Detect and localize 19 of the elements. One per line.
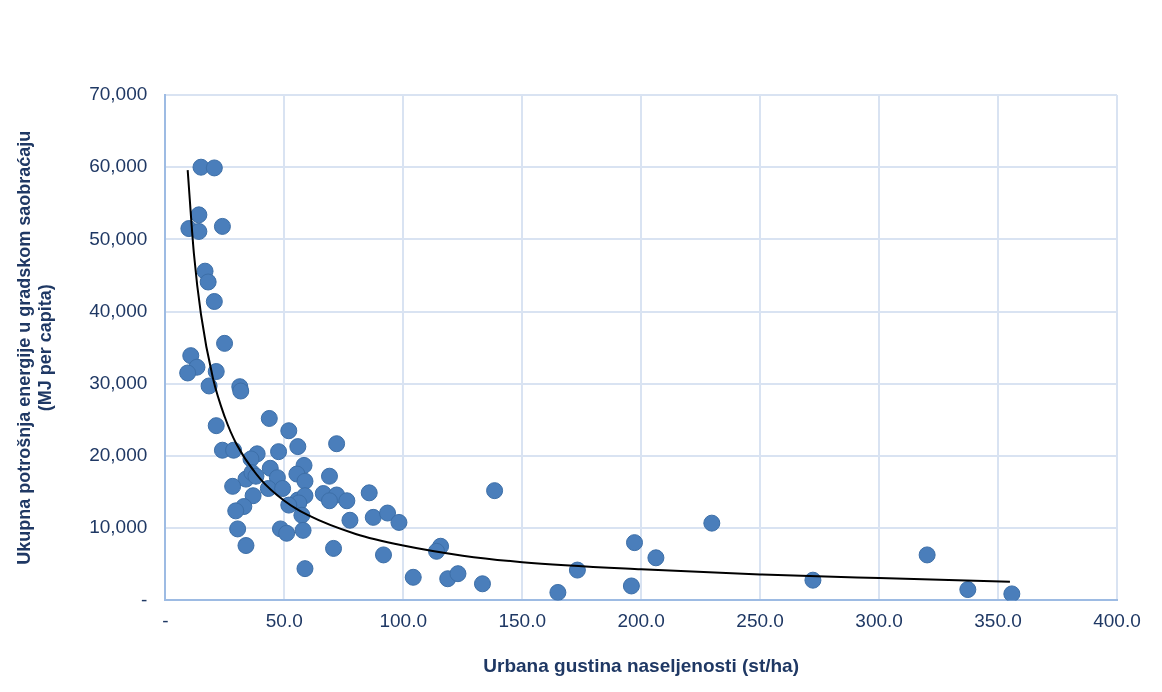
x-tick-label: 250.0 [736,610,784,632]
y-axis-title: Ukupna potrošnja energije u gradskom saobraćaju (MJ per capita) [13,130,56,565]
x-tick-label: 50.0 [265,610,303,632]
x-tick-label: - [162,610,169,632]
y-tick-label: 20,000 [89,444,148,466]
y-tick-label: 10,000 [89,516,148,538]
y-tick-label: 40,000 [89,299,148,321]
x-tick-label: 350.0 [974,610,1022,632]
x-tick-label: 200.0 [617,610,665,632]
y-tick-label: - [140,588,148,610]
x-tick-label: 150.0 [498,610,546,632]
y-tick-label: 50,000 [89,227,148,249]
x-axis-title: Urbana gustina naseljenosti (st/ha) [483,654,799,676]
x-tick-label: 400.0 [1093,610,1141,632]
x-tick-label: 300.0 [855,610,903,632]
y-tick-label: 70,000 [89,83,148,105]
x-tick-label: 100.0 [379,610,428,632]
y-tick-label: 30,000 [89,372,148,394]
y-tick-label: 60,000 [89,155,148,177]
